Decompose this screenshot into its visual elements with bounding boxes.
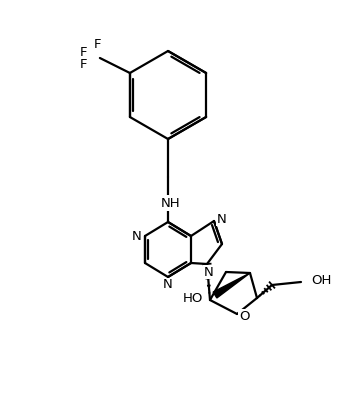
Text: F: F <box>80 46 88 59</box>
Text: F: F <box>94 37 102 51</box>
Text: N: N <box>217 212 227 225</box>
Text: O: O <box>239 310 249 323</box>
Text: N: N <box>132 230 142 243</box>
Polygon shape <box>213 273 250 298</box>
Text: HO: HO <box>183 292 203 305</box>
Text: NH: NH <box>161 197 181 210</box>
Text: F: F <box>80 57 88 70</box>
Text: N: N <box>204 266 214 279</box>
Text: OH: OH <box>311 274 331 287</box>
Text: N: N <box>163 279 173 292</box>
